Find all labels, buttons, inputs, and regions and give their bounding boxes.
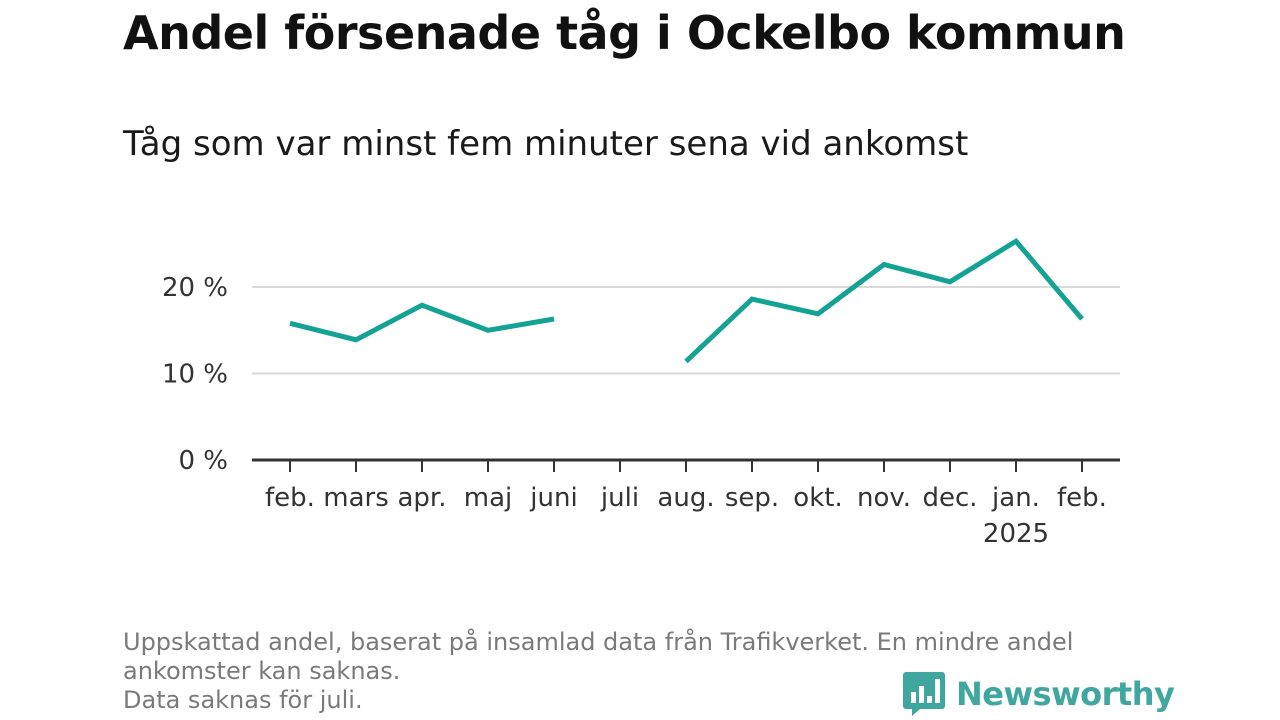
- note-line-2: ankomster kan saknas.: [123, 657, 401, 685]
- x-tick-label: dec.: [922, 483, 977, 513]
- data-point: [948, 279, 953, 284]
- brand-name: Newsworthy: [956, 675, 1175, 713]
- x-tick-label: jan.: [991, 483, 1040, 513]
- data-point: [1080, 317, 1085, 322]
- x-tick-label: nov.: [857, 483, 911, 513]
- x-tick-label: juli: [600, 483, 639, 513]
- data-point: [816, 311, 821, 316]
- x-tick-label: aug.: [657, 483, 714, 513]
- data-point: [486, 328, 491, 333]
- chart-title: Andel försenade tåg i Ockelbo kommun: [123, 6, 1126, 60]
- x-tick-label: feb.: [265, 483, 315, 513]
- x-tick-label: maj: [464, 483, 512, 513]
- series-line: [684, 237, 1084, 364]
- series-line: [289, 302, 555, 343]
- x-tick-label: apr.: [397, 483, 446, 513]
- brand-logo: Newsworthy: [902, 670, 1175, 718]
- bar-chart-speech-bubble-icon: [903, 672, 945, 716]
- x-tick-sublabel: 2025: [983, 519, 1049, 549]
- data-point: [882, 262, 887, 267]
- data-point: [684, 359, 689, 364]
- x-tick-label: feb.: [1057, 483, 1107, 513]
- note-line-3: Data saknas för juli.: [123, 686, 363, 714]
- x-tick-label: juni: [529, 483, 577, 513]
- y-tick-label: 10 %: [162, 360, 228, 390]
- data-point: [354, 337, 359, 342]
- y-tick-label: 20 %: [162, 273, 228, 303]
- data-point: [1014, 239, 1019, 244]
- y-tick-label: 0 %: [178, 446, 228, 476]
- data-point: [288, 321, 293, 326]
- data-point: [750, 297, 755, 302]
- chart-subtitle: Tåg som var minst fem minuter sena vid a…: [123, 124, 969, 164]
- data-point: [420, 303, 425, 308]
- x-tick-label: mars: [323, 483, 389, 513]
- data-point: [552, 317, 557, 322]
- x-tick-label: okt.: [793, 483, 842, 513]
- x-tick-label: sep.: [725, 483, 779, 513]
- note-line-1: Uppskattad andel, baserat på insamlad da…: [123, 628, 1074, 656]
- chart-notes: Uppskattad andel, baserat på insamlad da…: [123, 628, 1163, 715]
